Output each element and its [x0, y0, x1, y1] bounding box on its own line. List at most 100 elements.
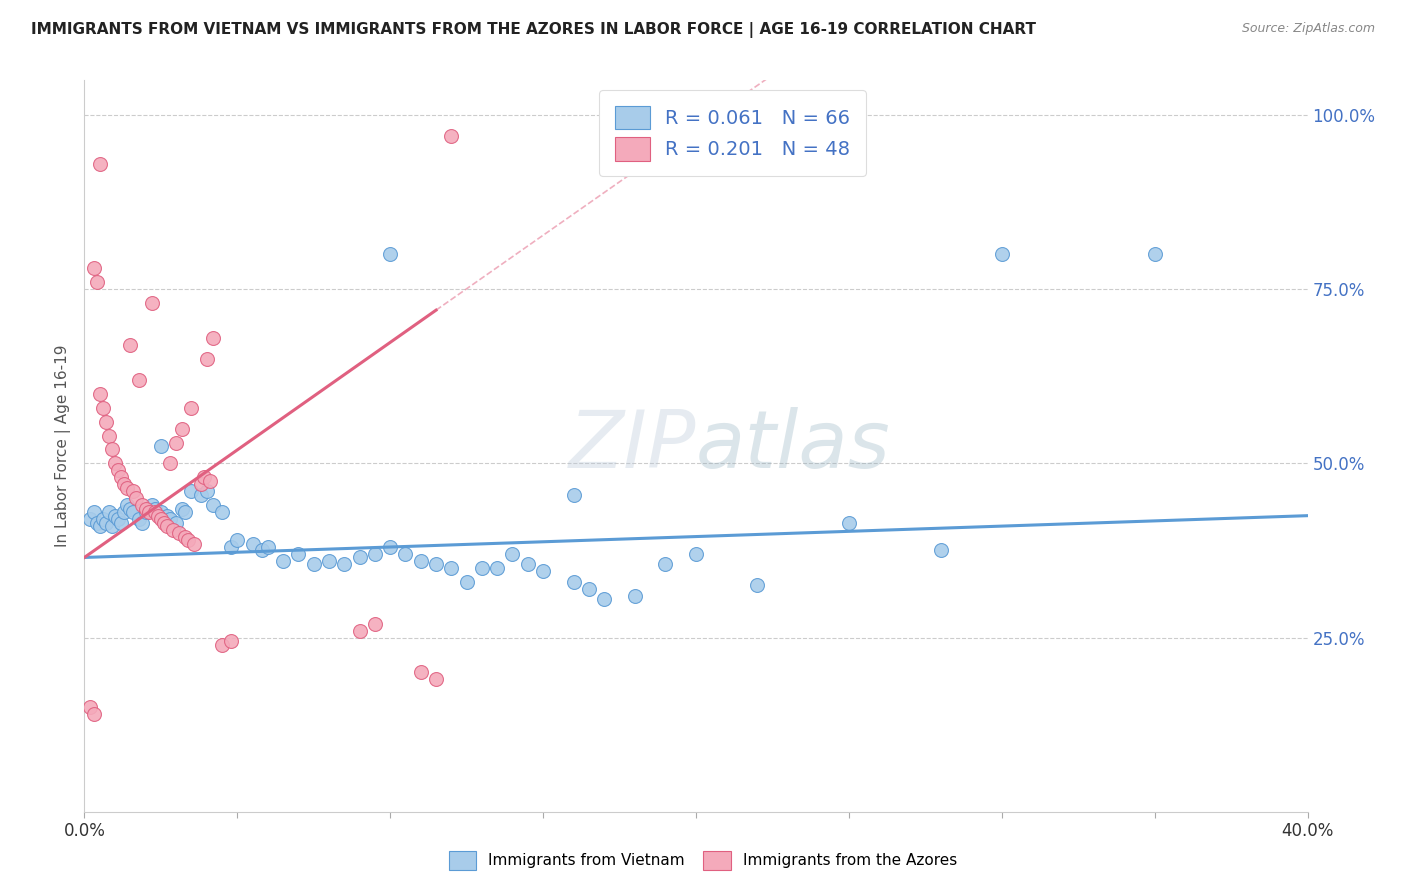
- Point: [183, 536, 205, 550]
- Text: IMMIGRANTS FROM VIETNAM VS IMMIGRANTS FROM THE AZORES IN LABOR FORCE | AGE 16-19: IMMIGRANTS FROM VIETNAM VS IMMIGRANTS FR…: [31, 22, 1036, 38]
- Point: [112, 477, 135, 491]
- Point: [1143, 247, 1166, 261]
- Point: [107, 512, 129, 526]
- Point: [115, 498, 138, 512]
- Point: [174, 505, 197, 519]
- Point: [101, 442, 124, 457]
- Point: [94, 516, 117, 530]
- Point: [120, 338, 142, 352]
- Point: [685, 547, 707, 561]
- Point: [624, 589, 647, 603]
- Point: [409, 665, 432, 680]
- Point: [180, 401, 202, 415]
- Point: [250, 543, 273, 558]
- Point: [929, 543, 952, 558]
- Point: [122, 505, 145, 519]
- Point: [531, 565, 554, 579]
- Point: [135, 505, 157, 519]
- Point: [159, 512, 181, 526]
- Point: [180, 484, 202, 499]
- Point: [271, 554, 294, 568]
- Point: [516, 558, 538, 572]
- Point: [83, 707, 105, 722]
- Legend: Immigrants from Vietnam, Immigrants from the Azores: Immigrants from Vietnam, Immigrants from…: [441, 843, 965, 877]
- Point: [201, 331, 224, 345]
- Point: [318, 554, 340, 568]
- Point: [86, 516, 108, 530]
- Point: [110, 470, 132, 484]
- Point: [149, 512, 172, 526]
- Point: [198, 474, 221, 488]
- Point: [394, 547, 416, 561]
- Point: [486, 561, 509, 575]
- Point: [149, 505, 172, 519]
- Point: [747, 578, 769, 592]
- Point: [86, 275, 108, 289]
- Point: [122, 484, 145, 499]
- Point: [991, 247, 1014, 261]
- Point: [364, 547, 387, 561]
- Point: [456, 574, 478, 589]
- Point: [425, 558, 447, 572]
- Point: [593, 592, 616, 607]
- Point: [195, 484, 218, 499]
- Point: [83, 505, 105, 519]
- Point: [149, 439, 172, 453]
- Point: [211, 638, 233, 652]
- Point: [302, 558, 325, 572]
- Point: [97, 505, 120, 519]
- Point: [143, 505, 166, 519]
- Point: [190, 477, 212, 491]
- Point: [654, 558, 676, 572]
- Point: [91, 401, 114, 415]
- Point: [89, 386, 111, 401]
- Point: [165, 435, 187, 450]
- Point: [131, 516, 153, 530]
- Point: [219, 634, 242, 648]
- Point: [349, 624, 371, 638]
- Point: [201, 498, 224, 512]
- Point: [195, 351, 218, 366]
- Point: [89, 157, 111, 171]
- Point: [79, 512, 101, 526]
- Point: [120, 501, 142, 516]
- Point: [562, 488, 585, 502]
- Text: atlas: atlas: [696, 407, 891, 485]
- Point: [138, 505, 160, 519]
- Point: [380, 540, 402, 554]
- Point: [104, 508, 127, 523]
- Point: [425, 673, 447, 687]
- Point: [174, 530, 197, 544]
- Point: [167, 526, 190, 541]
- Point: [349, 550, 371, 565]
- Point: [193, 470, 215, 484]
- Point: [97, 428, 120, 442]
- Legend: R = 0.061   N = 66, R = 0.201   N = 48: R = 0.061 N = 66, R = 0.201 N = 48: [599, 90, 866, 177]
- Point: [226, 533, 249, 547]
- Point: [287, 547, 309, 561]
- Point: [94, 415, 117, 429]
- Point: [156, 519, 179, 533]
- Point: [91, 512, 114, 526]
- Point: [190, 488, 212, 502]
- Point: [333, 558, 356, 572]
- Point: [172, 501, 194, 516]
- Point: [141, 498, 163, 512]
- Point: [162, 523, 184, 537]
- Point: [128, 512, 150, 526]
- Point: [177, 533, 200, 547]
- Point: [89, 519, 111, 533]
- Point: [364, 616, 387, 631]
- Point: [219, 540, 242, 554]
- Point: [409, 554, 432, 568]
- Point: [101, 519, 124, 533]
- Point: [131, 498, 153, 512]
- Point: [115, 481, 138, 495]
- Point: [125, 491, 148, 506]
- Text: Source: ZipAtlas.com: Source: ZipAtlas.com: [1241, 22, 1375, 36]
- Point: [471, 561, 494, 575]
- Point: [502, 547, 524, 561]
- Point: [440, 561, 463, 575]
- Point: [159, 457, 181, 471]
- Point: [156, 508, 179, 523]
